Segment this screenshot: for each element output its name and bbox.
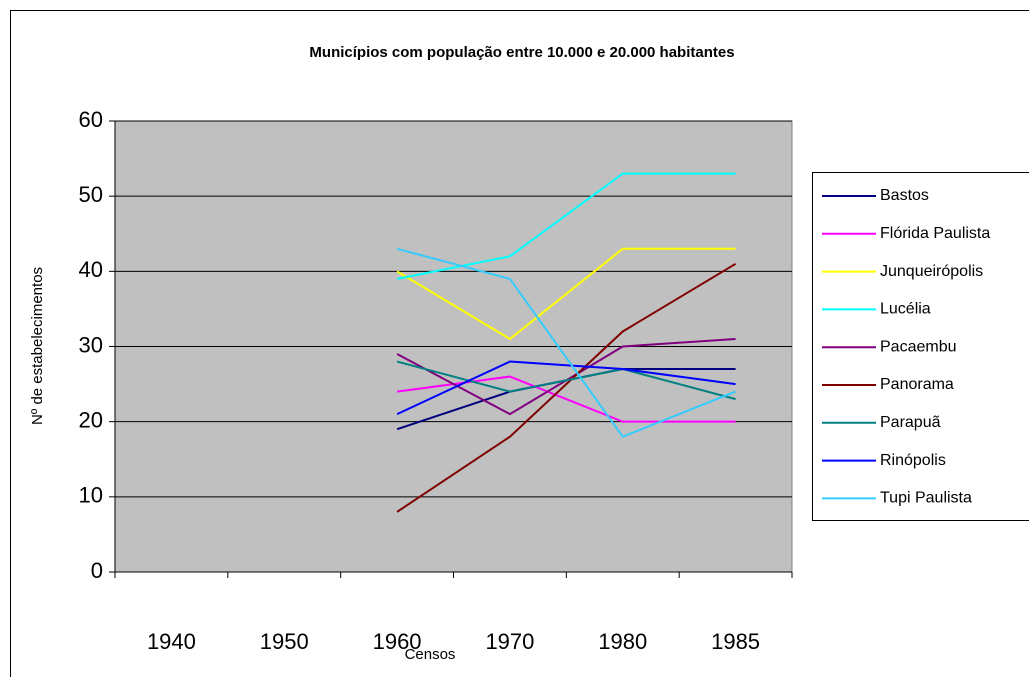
legend-label: Bastos [880, 187, 929, 204]
x-tick-label: 1960 [373, 629, 422, 654]
series-line [396, 360, 736, 416]
series-line [396, 247, 736, 438]
legend-label: Flórida Paulista [880, 225, 990, 242]
x-tick-label: 1980 [598, 629, 647, 654]
y-tick-label: 60 [79, 107, 103, 132]
y-tick-label: 10 [79, 483, 103, 508]
legend-label: Rinópolis [880, 452, 946, 469]
series-line [396, 247, 736, 341]
legend-label: Pacaembu [880, 338, 957, 355]
x-tick-label: 1985 [711, 629, 760, 654]
y-tick-label: 20 [79, 407, 103, 432]
legend-label: Parapuã [880, 414, 941, 431]
y-tick-label: 40 [79, 257, 103, 282]
y-axis-title: Nº de estabelecimentos [29, 267, 46, 425]
x-axis-title: Censos [405, 646, 456, 663]
x-tick-label: 1950 [260, 629, 309, 654]
series-line [396, 360, 736, 401]
x-tick-label: 1970 [485, 629, 534, 654]
x-tick-label: 1940 [147, 629, 196, 654]
y-tick-label: 30 [79, 332, 103, 357]
series-line [396, 172, 736, 280]
series-line [396, 262, 737, 513]
chart-title: Municípios com população entre 10.000 e … [309, 44, 734, 61]
legend-label: Panorama [880, 376, 954, 393]
legend-label: Tupi Paulista [880, 490, 972, 507]
legend-label: Lucélia [880, 301, 931, 318]
y-tick-label: 50 [79, 182, 103, 207]
y-tick-label: 0 [91, 558, 103, 583]
legend-label: Junqueirópolis [880, 263, 983, 280]
